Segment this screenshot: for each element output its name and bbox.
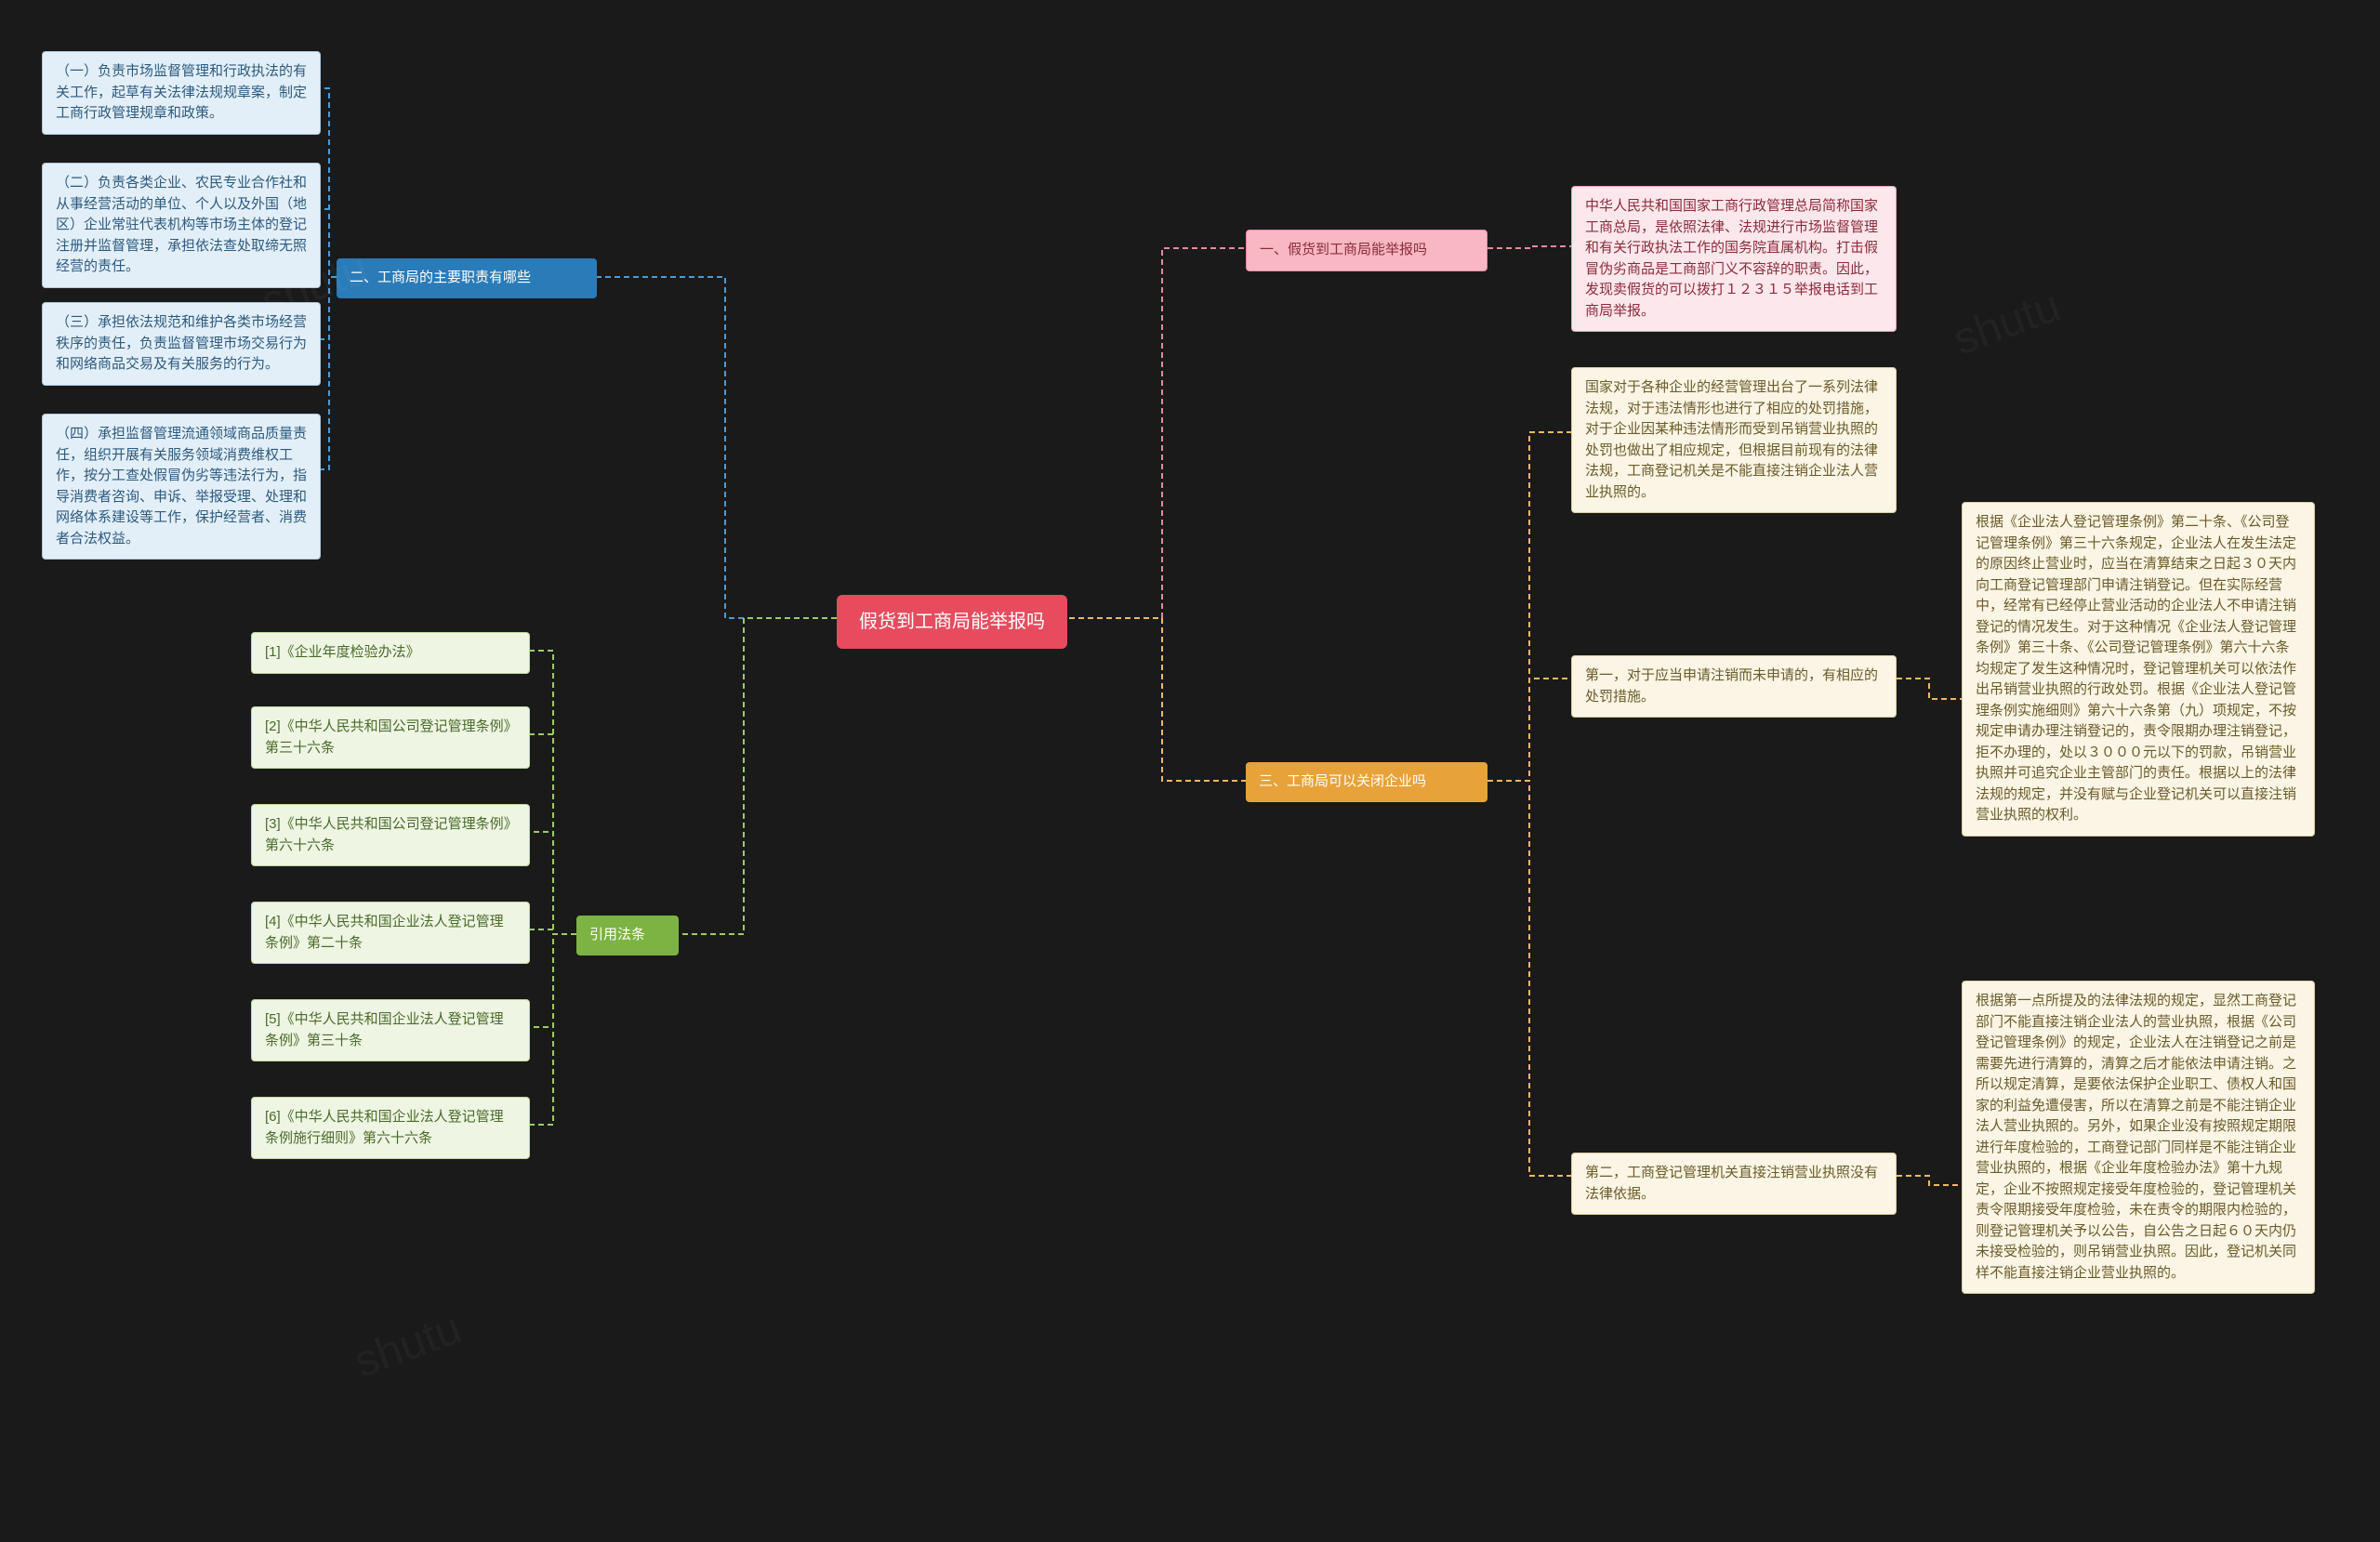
leaf-3-2d[interactable]: 根据《企业法人登记管理条例》第二十条、《公司登记管理条例》第三十六条规定，企业法…: [1962, 502, 2315, 837]
leaf-4-5[interactable]: [5]《中华人民共和国企业法人登记管理条例》第三十条: [251, 999, 530, 1061]
leaf-4-2[interactable]: [2]《中华人民共和国公司登记管理条例》第三十六条: [251, 706, 530, 769]
leaf-3-3d[interactable]: 根据第一点所提及的法律法规的规定，显然工商登记部门不能直接注销企业法人的营业执照…: [1962, 981, 2315, 1294]
leaf-1-1[interactable]: 中华人民共和国国家工商行政管理总局简称国家工商总局，是依照法律、法规进行市场监督…: [1571, 186, 1897, 332]
center-node[interactable]: 假货到工商局能举报吗: [837, 595, 1067, 649]
leaf-4-1[interactable]: [1]《企业年度检验办法》: [251, 632, 530, 674]
leaf-2-4[interactable]: （四）承担监督管理流通领域商品质量责任，组织开展有关服务领域消费维权工作，按分工…: [42, 414, 321, 560]
watermark: shutu: [348, 1303, 468, 1389]
watermark: shutu: [1947, 281, 2067, 366]
leaf-2-2[interactable]: （二）负责各类企业、农民专业合作社和从事经营活动的单位、个人以及外国（地区）企业…: [42, 163, 321, 288]
branch-3[interactable]: 三、工商局可以关闭企业吗: [1246, 762, 1488, 802]
leaf-3-2[interactable]: 第一，对于应当申请注销而未申请的，有相应的处罚措施。: [1571, 655, 1897, 718]
branch-2[interactable]: 二、工商局的主要职责有哪些: [337, 258, 597, 298]
branch-1[interactable]: 一、假货到工商局能举报吗: [1246, 230, 1488, 271]
branch-4[interactable]: 引用法条: [576, 916, 679, 956]
leaf-4-6[interactable]: [6]《中华人民共和国企业法人登记管理条例施行细则》第六十六条: [251, 1097, 530, 1159]
leaf-2-3[interactable]: （三）承担依法规范和维护各类市场经营秩序的责任，负责监督管理市场交易行为和网络商…: [42, 302, 321, 386]
leaf-3-1[interactable]: 国家对于各种企业的经营管理出台了一系列法律法规，对于违法情形也进行了相应的处罚措…: [1571, 367, 1897, 513]
leaf-3-3[interactable]: 第二，工商登记管理机关直接注销营业执照没有法律依据。: [1571, 1153, 1897, 1215]
leaf-4-3[interactable]: [3]《中华人民共和国公司登记管理条例》第六十六条: [251, 804, 530, 866]
leaf-4-4[interactable]: [4]《中华人民共和国企业法人登记管理条例》第二十条: [251, 902, 530, 964]
leaf-2-1[interactable]: （一）负责市场监督管理和行政执法的有关工作，起草有关法律法规规章案，制定工商行政…: [42, 51, 321, 135]
